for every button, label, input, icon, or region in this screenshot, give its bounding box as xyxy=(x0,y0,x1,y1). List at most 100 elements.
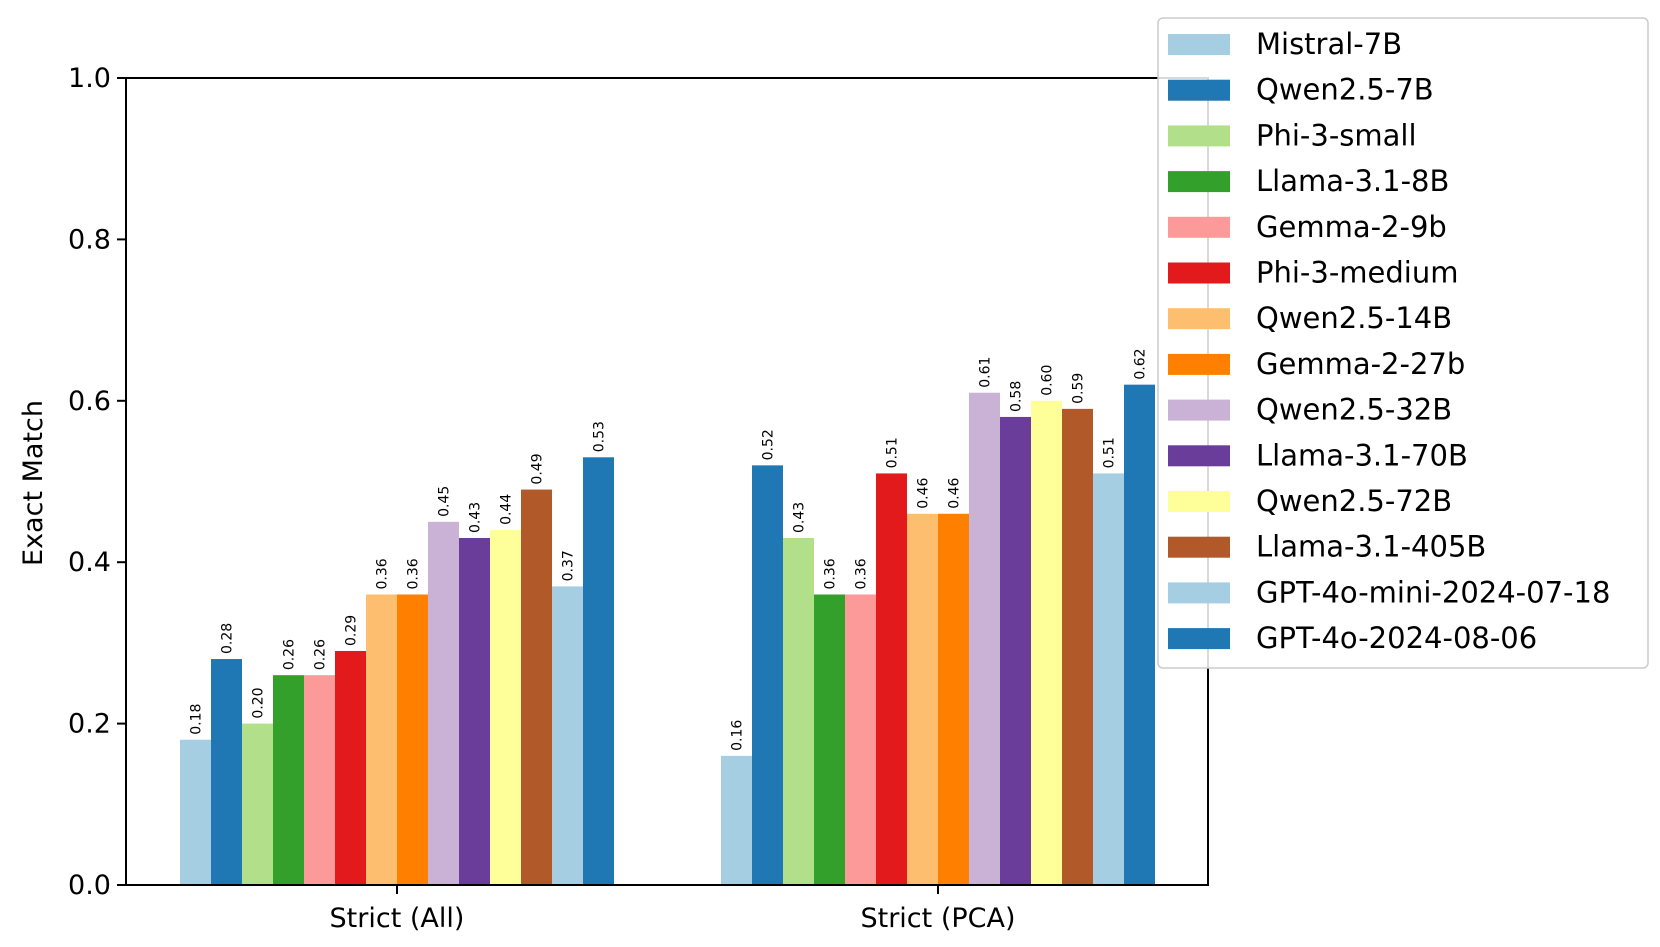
bar-value-label: 0.18 xyxy=(189,704,205,735)
bar xyxy=(211,659,242,885)
legend-entry-label: Gemma-2-27b xyxy=(1256,347,1465,381)
legend-swatch xyxy=(1168,445,1230,467)
bar-value-label: 0.45 xyxy=(437,486,453,517)
bar xyxy=(1093,473,1124,885)
legend-entry-label: Qwen2.5-72B xyxy=(1256,484,1452,518)
legend-entry-label: GPT-4o-mini-2024-07-18 xyxy=(1256,575,1610,609)
legend-entry-label: GPT-4o-2024-08-06 xyxy=(1256,621,1537,655)
bar xyxy=(366,594,397,885)
bar xyxy=(521,489,552,885)
bar-value-label: 0.29 xyxy=(344,615,360,646)
bar-value-label: 0.36 xyxy=(375,558,391,589)
bar xyxy=(721,755,752,885)
y-tick-label: 0.8 xyxy=(68,224,111,255)
bar xyxy=(1031,400,1062,885)
bar xyxy=(428,521,459,885)
legend-swatch xyxy=(1168,79,1230,101)
bar xyxy=(1124,384,1155,885)
bar xyxy=(845,594,876,885)
legend-swatch xyxy=(1168,171,1230,193)
legend-entry-label: Gemma-2-9b xyxy=(1256,210,1447,244)
bar xyxy=(583,457,614,885)
bar-value-label: 0.46 xyxy=(947,478,963,509)
legend-entry-label: Phi-3-small xyxy=(1256,118,1417,152)
bar xyxy=(242,723,273,885)
legend-entry-label: Mistral-7B xyxy=(1256,27,1402,61)
legend-swatch xyxy=(1168,582,1230,604)
bar xyxy=(335,650,366,885)
x-tick-label: Strict (All) xyxy=(330,903,465,934)
bar-value-label: 0.53 xyxy=(592,421,608,452)
y-tick-label: 0.2 xyxy=(68,709,111,740)
bar xyxy=(969,392,1000,885)
bar xyxy=(552,586,583,885)
legend-swatch xyxy=(1168,216,1230,238)
y-tick-label: 0.4 xyxy=(68,547,111,578)
bar-value-label: 0.43 xyxy=(792,502,808,533)
legend-swatch xyxy=(1168,262,1230,284)
bar-value-label: 0.59 xyxy=(1071,373,1087,404)
bar xyxy=(907,513,938,885)
legend-entry-label: Llama-3.1-405B xyxy=(1256,530,1486,564)
bar-value-label: 0.36 xyxy=(854,558,870,589)
bar-value-label: 0.20 xyxy=(251,687,267,718)
bar-value-label: 0.36 xyxy=(406,558,422,589)
bar xyxy=(783,537,814,885)
bar-value-label: 0.43 xyxy=(468,502,484,533)
legend-swatch xyxy=(1168,628,1230,650)
bar xyxy=(876,473,907,885)
y-tick-label: 1.0 xyxy=(68,63,111,94)
bar-value-label: 0.51 xyxy=(1102,437,1118,468)
x-tick-label: Strict (PCA) xyxy=(860,903,1015,934)
bar-value-label: 0.62 xyxy=(1133,348,1149,379)
bar xyxy=(459,537,490,885)
y-tick-label: 0.6 xyxy=(68,386,111,417)
bar-value-label: 0.37 xyxy=(561,550,577,581)
legend-entry-label: Phi-3-medium xyxy=(1256,256,1459,290)
legend-swatch xyxy=(1168,399,1230,421)
bar-value-label: 0.46 xyxy=(916,478,932,509)
bar-value-label: 0.16 xyxy=(730,720,746,751)
legend-swatch xyxy=(1168,125,1230,147)
legend-swatch xyxy=(1168,491,1230,512)
x-axis: Strict (All) Strict (PCA) xyxy=(330,885,1016,934)
bar xyxy=(938,513,969,885)
legend-entry-label: Qwen2.5-14B xyxy=(1256,301,1452,335)
bar-value-label: 0.26 xyxy=(313,639,329,670)
legend: Mistral-7B Qwen2.5-7B Phi-3-small Llama-3.1… xyxy=(1157,17,1649,669)
legend-entry-label: Qwen2.5-7B xyxy=(1256,73,1434,107)
bar xyxy=(273,675,304,885)
bar-value-label: 0.51 xyxy=(885,437,901,468)
bar-value-label: 0.49 xyxy=(530,453,546,484)
bar-value-label: 0.28 xyxy=(220,623,236,654)
legend-entry-label: Qwen2.5-32B xyxy=(1256,393,1452,427)
legend-entry-label: Llama-3.1-8B xyxy=(1256,164,1449,198)
bar xyxy=(752,465,783,885)
y-tick-label: 0.0 xyxy=(68,870,111,901)
bar xyxy=(1000,416,1031,885)
bar-value-label: 0.44 xyxy=(499,494,515,525)
bar-value-label: 0.52 xyxy=(761,429,777,460)
y-axis: 0.0 0.2 0.4 0.6 0.8 1.0 xyxy=(68,63,126,901)
bar-labels-layer: 0.18 0.28 0.20 0.26 0.26 0.29 0.36 0.36 0.45 0.43… xyxy=(189,348,1149,750)
bar xyxy=(397,594,428,885)
bar xyxy=(304,675,335,885)
legend-entry-label: Llama-3.1-70B xyxy=(1256,438,1468,472)
bar xyxy=(490,529,521,885)
bar-value-label: 0.58 xyxy=(1009,381,1025,412)
bar-value-label: 0.26 xyxy=(282,639,298,670)
legend-swatch xyxy=(1168,34,1230,55)
legend-swatch xyxy=(1168,308,1230,330)
bar-value-label: 0.36 xyxy=(823,558,839,589)
legend-frame xyxy=(1157,17,1649,669)
bars-layer xyxy=(180,384,1155,885)
bar-value-label: 0.60 xyxy=(1040,365,1056,396)
legend-swatch xyxy=(1168,536,1230,558)
bar xyxy=(814,594,845,885)
bar xyxy=(180,739,211,885)
y-axis-title: Exact Match xyxy=(18,400,49,566)
bar xyxy=(1062,408,1093,885)
bar-value-label: 0.61 xyxy=(978,357,994,388)
legend-swatch xyxy=(1168,353,1230,375)
